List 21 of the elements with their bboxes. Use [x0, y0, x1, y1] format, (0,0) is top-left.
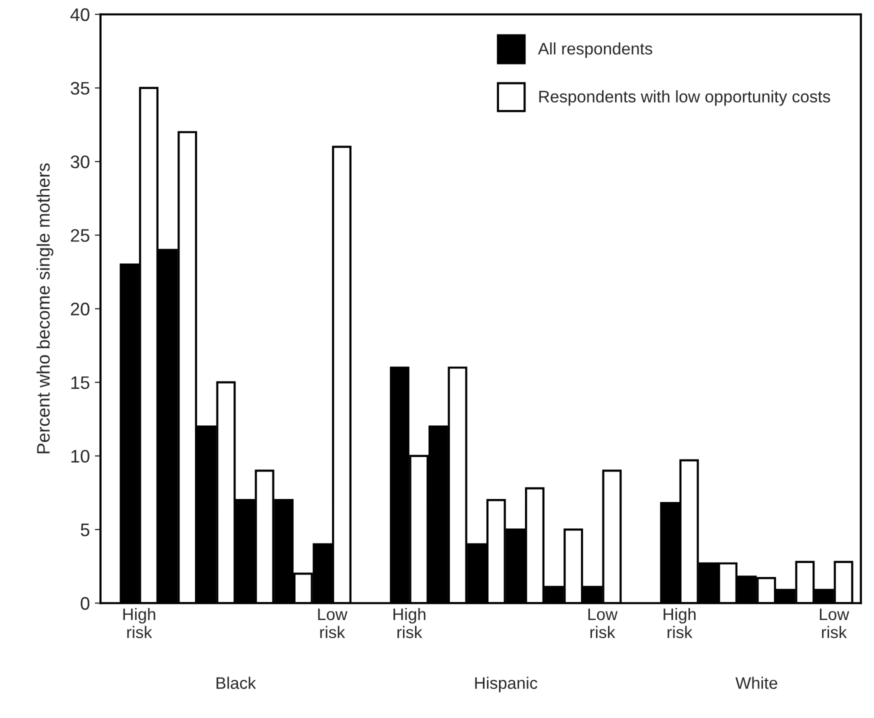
y-tick-label: 0: [80, 597, 90, 610]
legend-label: All respondents: [538, 42, 652, 58]
legend-label: Respondents with low opportunity costs: [539, 90, 830, 106]
y-tick-label: 30: [70, 155, 90, 168]
y-tick-label: 35: [70, 82, 90, 95]
text: Black: [216, 676, 256, 689]
text: White: [735, 676, 778, 689]
text: Hispanic: [475, 676, 538, 692]
x-tick-label: High risk: [394, 608, 426, 638]
y-tick-label: 40: [70, 8, 90, 22]
x-tick-label: High risk: [123, 608, 156, 638]
y-tick-label: 25: [70, 229, 90, 242]
y-tick-label: 15: [71, 376, 90, 390]
x-tick-label: High risk: [664, 608, 696, 638]
y-tick-label: 10: [71, 450, 90, 463]
y-tick-label: 5: [80, 524, 90, 536]
x-tick-label: Low risk: [318, 608, 348, 638]
y-axis-title: Percent who become single mothers: [36, 163, 54, 454]
y-tick-label: 20: [70, 302, 90, 316]
x-tick-label: Low risk: [588, 608, 618, 638]
x-tick-label: Low risk: [820, 608, 850, 638]
